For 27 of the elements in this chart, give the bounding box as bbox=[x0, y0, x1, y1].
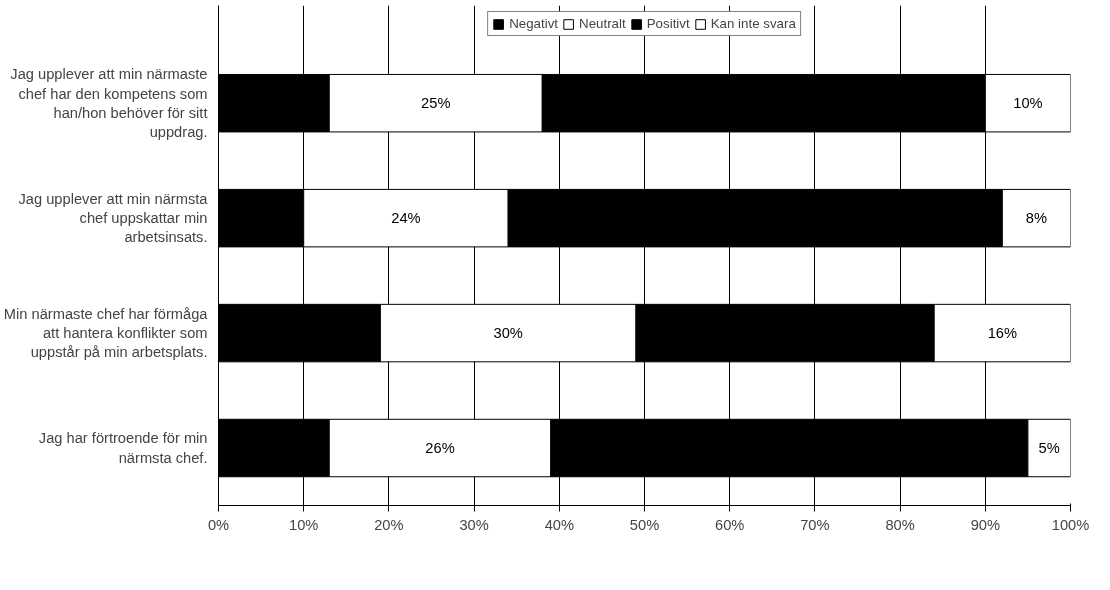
y-tick-label: Jag upplever att min närmaste chef har den kompetens som han/hon behöver för sitt uppdrag. bbox=[10, 66, 208, 140]
x-tick-label: 0% bbox=[207, 516, 230, 533]
data-label: 26% bbox=[425, 440, 455, 457]
data-label: 8% bbox=[1025, 210, 1048, 227]
data-label: 5% bbox=[1038, 440, 1060, 457]
x-tick-label: 40% bbox=[544, 516, 574, 533]
data-label: 24% bbox=[391, 210, 421, 227]
x-tick-label: 20% bbox=[374, 516, 404, 533]
x-tick-label: 100% bbox=[1051, 516, 1090, 533]
legend-label: Positivt bbox=[646, 16, 690, 31]
x-tick-label: 70% bbox=[800, 516, 830, 533]
y-tick-label: Jag har förtroende för min närmsta chef. bbox=[38, 430, 208, 466]
data-label: 25% bbox=[421, 95, 451, 112]
data-label: 30% bbox=[493, 325, 523, 342]
legend-label: Kan inte svara bbox=[710, 16, 796, 31]
data-label: 16% bbox=[987, 325, 1018, 342]
x-tick-label: 80% bbox=[885, 516, 915, 533]
legend-label: Neutralt bbox=[579, 16, 626, 31]
x-tick-label: 50% bbox=[629, 516, 660, 533]
data-label: 10% bbox=[1013, 95, 1043, 112]
y-tick-label: Jag upplever att min närmsta chef uppskattar min arbetsinsats. bbox=[18, 190, 209, 246]
x-tick-label: 90% bbox=[970, 516, 1000, 533]
x-tick-label: 60% bbox=[715, 516, 745, 533]
x-tick-label: 30% bbox=[459, 516, 489, 533]
legend-label: Negativt bbox=[509, 16, 559, 31]
y-tick-label: Min närmaste chef har förmåga att hantera konflikter som uppstår på min arbetsplats. bbox=[3, 305, 209, 361]
x-tick-label: 10% bbox=[289, 516, 319, 533]
